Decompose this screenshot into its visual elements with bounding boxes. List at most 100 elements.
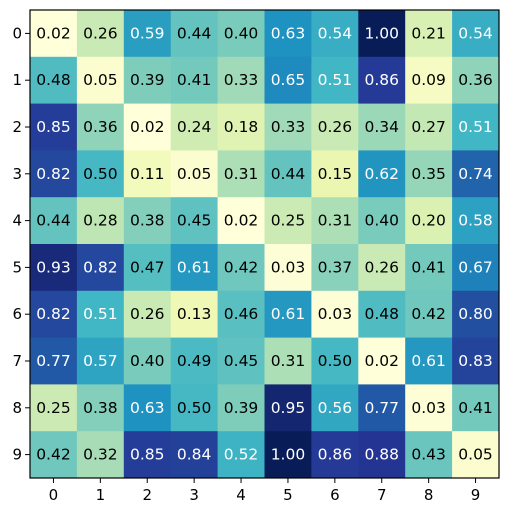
heatmap-cell (311, 197, 359, 245)
heatmap-cell (264, 103, 312, 151)
heatmap-cell (123, 384, 172, 432)
heatmap-cell (217, 431, 265, 479)
heatmap-cell (452, 10, 500, 58)
y-tick-label: 0 (12, 24, 22, 42)
heatmap-cell (452, 244, 500, 292)
heatmap-cell (76, 10, 125, 58)
cell-value-label: 0.05 (83, 71, 118, 89)
cell-value-label: 0.28 (83, 212, 118, 230)
cell-value-label: 0.58 (458, 212, 493, 230)
cell-value-label: 0.93 (36, 258, 71, 276)
heatmap-cell (405, 290, 453, 338)
heatmap-cell (217, 103, 265, 151)
heatmap-cell (30, 10, 78, 58)
heatmap-cell (311, 56, 359, 104)
cell-value-label: 0.83 (458, 352, 493, 370)
x-tick-label: 7 (377, 486, 387, 504)
cell-value-label: 0.15 (318, 165, 353, 183)
cell-value-label: 0.61 (177, 258, 212, 276)
cell-value-label: 0.42 (224, 258, 259, 276)
cell-value-label: 0.85 (36, 118, 71, 136)
cell-value-label: 0.02 (130, 118, 165, 136)
x-tick-label: 0 (49, 486, 59, 504)
heatmap-cell (311, 384, 359, 432)
heatmap-cell (405, 384, 453, 432)
cell-value-label: 0.50 (318, 352, 353, 370)
cell-value-label: 0.77 (36, 352, 71, 370)
heatmap-cell (30, 244, 78, 292)
heatmap-cell (452, 431, 500, 479)
heatmap-cell (30, 56, 78, 104)
heatmap-cell (123, 150, 172, 198)
cell-value-label: 0.25 (271, 212, 306, 230)
heatmap-cell (217, 56, 265, 104)
cell-value-label: 0.54 (458, 24, 493, 42)
heatmap-cell (217, 290, 265, 338)
cell-value-label: 0.56 (318, 399, 353, 417)
cell-value-label: 0.42 (36, 446, 71, 464)
heatmap-cell (217, 150, 265, 198)
y-tick-label: 8 (12, 399, 22, 417)
heatmap-cell (76, 431, 125, 479)
heatmap-cell (264, 150, 312, 198)
heatmap-cell (405, 431, 453, 479)
x-tick-label: 5 (283, 486, 293, 504)
cell-value-label: 0.51 (458, 118, 493, 136)
heatmap-cell (217, 337, 265, 385)
y-tick-label: 7 (12, 352, 22, 370)
cell-value-label: 0.41 (458, 399, 493, 417)
heatmap-cell (264, 56, 312, 104)
heatmap-cell (452, 56, 500, 104)
heatmap-cell (76, 290, 125, 338)
cell-value-label: 0.33 (271, 118, 306, 136)
heatmap-cell (76, 384, 125, 432)
heatmap-cell (123, 103, 172, 151)
cell-value-label: 0.67 (458, 258, 493, 276)
heatmap-cell (405, 337, 453, 385)
heatmap-cell (170, 197, 218, 245)
heatmap-cell (452, 384, 500, 432)
heatmap-cell (311, 10, 359, 58)
heatmap-cell (264, 431, 312, 479)
cell-value-label: 0.40 (130, 352, 165, 370)
x-tick-label: 2 (142, 486, 152, 504)
cell-value-label: 0.26 (130, 305, 165, 323)
cell-value-label: 0.09 (411, 71, 446, 89)
heatmap-cell (405, 10, 453, 58)
cell-value-label: 0.36 (458, 71, 493, 89)
cell-value-label: 0.02 (36, 24, 71, 42)
cell-value-label: 0.80 (458, 305, 493, 323)
cell-value-label: 0.26 (318, 118, 353, 136)
heatmap-cell (405, 197, 453, 245)
y-tick-label: 9 (12, 446, 22, 464)
cell-value-label: 1.00 (364, 24, 399, 42)
heatmap-cell (123, 290, 172, 338)
heatmap-cell (123, 56, 172, 104)
heatmap-cell (358, 103, 406, 151)
cell-value-label: 0.85 (130, 446, 165, 464)
heatmap-cell (123, 431, 172, 479)
cell-value-label: 0.48 (364, 305, 399, 323)
heatmap-cell (358, 431, 406, 479)
heatmap-cell (264, 10, 312, 58)
cell-value-label: 0.39 (224, 399, 259, 417)
cell-value-label: 0.05 (177, 165, 212, 183)
cell-value-label: 0.44 (271, 165, 306, 183)
cell-value-label: 0.51 (83, 305, 118, 323)
cell-value-label: 0.36 (83, 118, 118, 136)
heatmap-cell (123, 337, 172, 385)
heatmap-cell (264, 384, 312, 432)
heatmap-cell (170, 431, 218, 479)
cell-value-label: 0.24 (177, 118, 212, 136)
heatmap-cell (264, 197, 312, 245)
y-tick-label: 6 (12, 305, 22, 323)
cell-value-label: 0.31 (318, 212, 353, 230)
heatmap-cell (170, 384, 218, 432)
cell-value-label: 0.35 (411, 165, 446, 183)
y-tick-label: 1 (12, 71, 22, 89)
cell-value-label: 0.44 (36, 212, 71, 230)
heatmap-cell (358, 244, 406, 292)
cell-value-label: 0.84 (177, 446, 212, 464)
cell-value-label: 0.40 (364, 212, 399, 230)
cell-value-label: 0.02 (364, 352, 399, 370)
